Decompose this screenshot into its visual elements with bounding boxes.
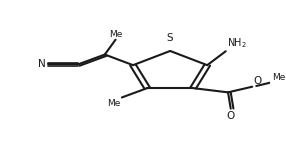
- Text: Me: Me: [272, 73, 286, 82]
- Text: NH$_2$: NH$_2$: [227, 36, 247, 50]
- Text: Me: Me: [109, 30, 122, 38]
- Text: Me: Me: [107, 99, 120, 108]
- Text: S: S: [167, 33, 173, 43]
- Text: O: O: [254, 76, 262, 86]
- Text: O: O: [227, 111, 235, 121]
- Text: N: N: [38, 59, 46, 69]
